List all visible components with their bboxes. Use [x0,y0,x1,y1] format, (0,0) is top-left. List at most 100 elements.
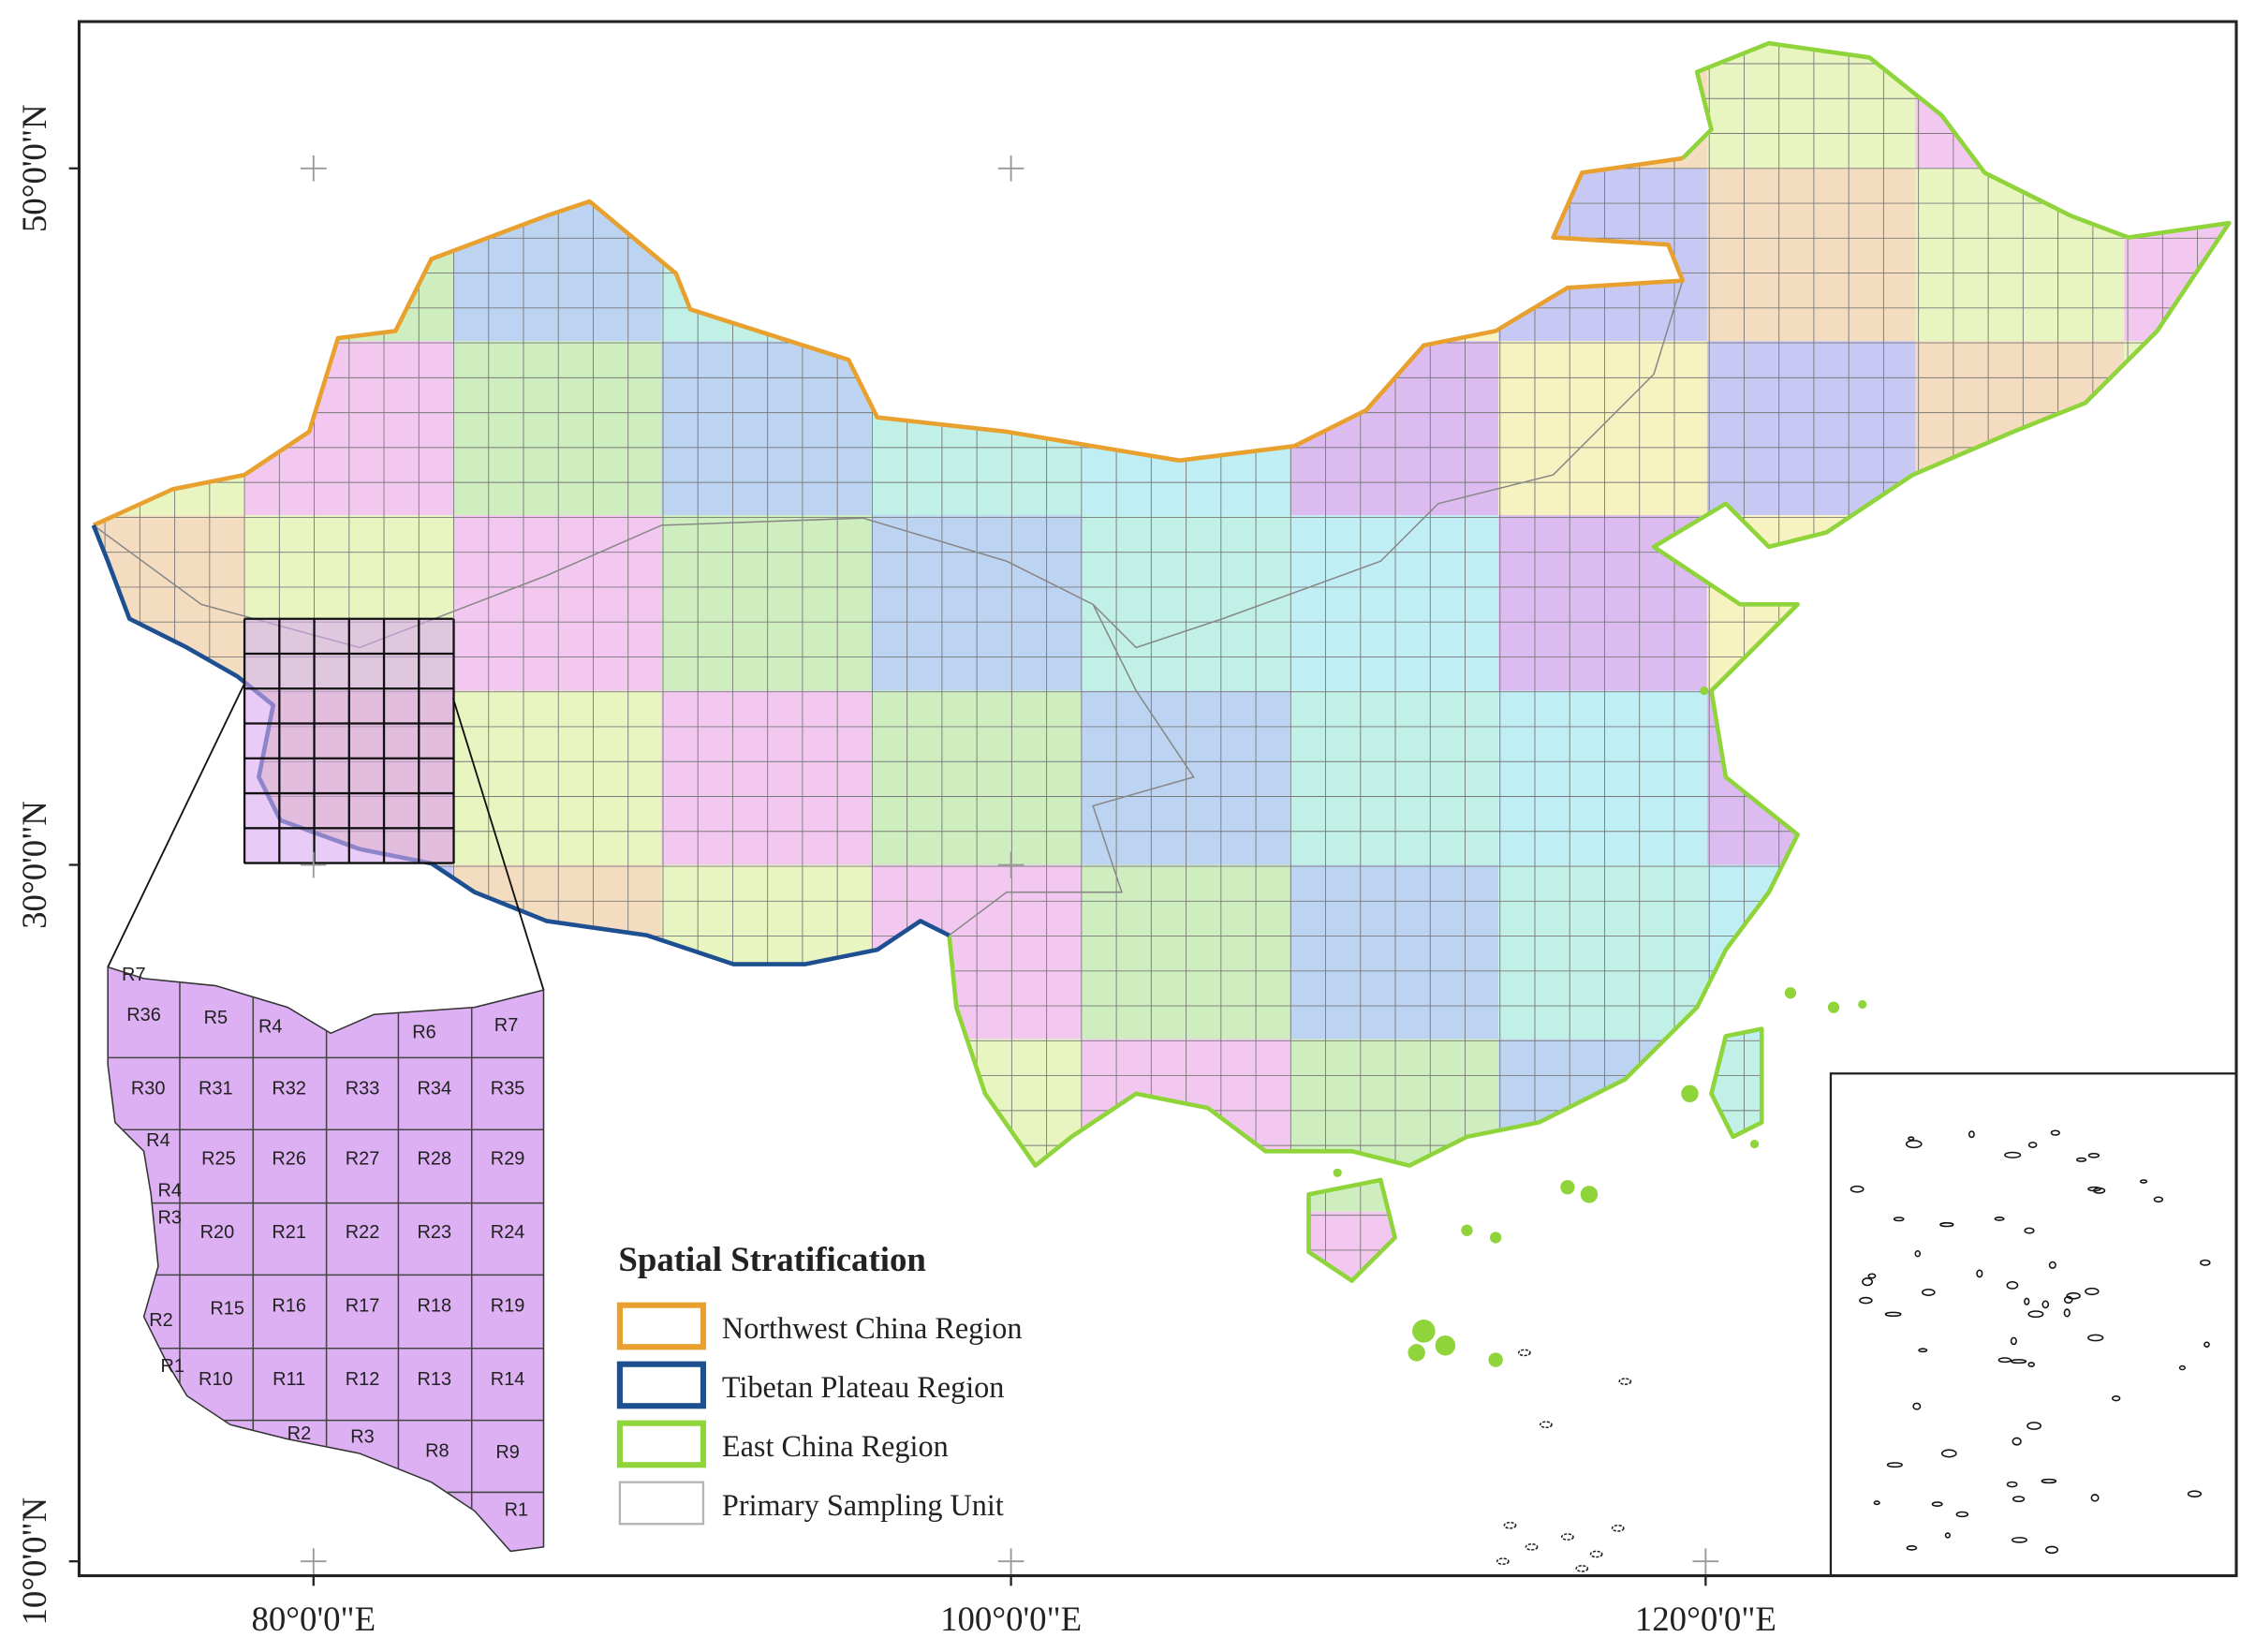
stratum-label: R18 [417,1295,451,1316]
stratum-label: R22 [346,1222,380,1243]
stratum-label: R8 [425,1441,450,1462]
stratum-label: R1 [161,1356,185,1377]
island [1784,987,1797,999]
stratum-label: R28 [417,1149,451,1170]
stratum-block [1706,168,1916,342]
scs-islet [1908,1136,1915,1142]
stratum-label: R15 [210,1299,244,1320]
scs-islet [2090,1494,2100,1502]
region-boundary [949,604,1195,937]
scs-islet [1867,1273,1877,1279]
island [1333,1168,1342,1177]
stratum-label: R14 [491,1369,525,1390]
scs-islet [1873,1500,1880,1506]
scs-islet [1939,1222,1954,1228]
scs-islet [1886,1462,1903,1468]
stratum-block [1706,341,1916,516]
stratum-label: R4 [258,1016,283,1037]
stratum-label: R4 [157,1181,182,1202]
scs-islet [1884,1311,1902,1318]
x-axis-label: 100°0'0"E [940,1600,1082,1638]
stratum-label: R2 [149,1310,173,1331]
islet [1525,1542,1539,1551]
scs-islet [2012,1437,2022,1446]
legend-swatch [618,1481,705,1526]
stratum-label: R20 [200,1222,235,1243]
stratum-label: R7 [494,1015,519,1036]
y-axis-label: 30°0'0"N [15,801,53,929]
scs-islet [2200,1259,2211,1266]
islet [1517,1349,1531,1357]
zoom-connector [451,697,545,991]
scs-inset [1829,1072,2238,1577]
stratum-label: R36 [126,1005,161,1025]
stratum-block [1498,341,1707,516]
y-axis-label: 50°0'0"N [15,104,53,232]
stratum-label: R26 [272,1149,306,1170]
x-axis-label: 80°0'0"E [251,1600,376,1638]
scs-islet [1906,1545,1918,1551]
island [1749,1139,1760,1149]
stratum-block [661,690,872,865]
stratum-label: R24 [491,1222,525,1243]
island [1435,1335,1456,1356]
scs-islet [2012,1496,2026,1503]
scs-islet [2041,1300,2050,1309]
stratum-block [1498,864,1707,1040]
scs-islet [2024,1227,2035,1234]
scs-islet [2153,1196,2164,1203]
stratum-label: R9 [495,1442,520,1463]
scs-islet [1997,1357,2012,1364]
stratum-label: R31 [199,1078,233,1099]
scs-islet [1976,1269,1983,1278]
scs-islet [2063,1308,2071,1318]
stratum-label: R17 [346,1295,380,1316]
islet [1503,1521,1517,1529]
scs-islet [1850,1185,1864,1193]
scs-islet [2178,1364,2187,1371]
scs-islet [2048,1261,2056,1269]
scs-islet [1912,1402,1922,1410]
scs-islet [1968,1130,1975,1139]
stratum-label: R7 [122,965,146,985]
legend-swatch [616,1302,707,1350]
stratum-label: R33 [346,1078,380,1099]
stratum-label: R5 [204,1008,228,1028]
scs-islet [1994,1217,2005,1221]
island [1461,1224,1473,1236]
legend-label: East China Region [722,1429,949,1463]
island [1858,999,1867,1010]
stratum-label: R3 [157,1208,182,1229]
scs-islet [1905,1140,1923,1149]
stratum-block [661,341,872,516]
stratum-block [1290,515,1499,691]
scs-islet [2087,1152,2100,1158]
map-frame [77,20,2238,1578]
islet [1496,1557,1510,1566]
islet [1575,1565,1589,1572]
axes-layer: 50°0'0"N 30°0'0"N 10°0'0"N 80°0'0"E 100°0'0"… [15,104,1776,1638]
scs-islet [1944,1532,1952,1539]
scs-islet [1914,1250,1922,1258]
islet [1618,1378,1632,1385]
stratum-block [1498,690,1707,865]
legend-swatch [616,1361,707,1409]
legend-swatch [616,1420,707,1468]
stratum-label: R29 [491,1149,525,1170]
legend-title: Spatial Stratification [618,1240,926,1278]
scs-islet [2010,1359,2027,1364]
stratum-label: R23 [417,1222,451,1243]
scs-islet [2187,1490,2203,1497]
scs-islet [1922,1288,1936,1296]
stratum-label: R11 [273,1369,305,1390]
scs-islet [2085,1287,2100,1296]
stratum-label: R12 [346,1369,380,1390]
scs-islet [1918,1348,1928,1353]
island [1412,1320,1436,1343]
stratum-label: R21 [272,1222,306,1243]
island [1560,1180,1575,1195]
island [1700,686,1709,696]
zoom-connector [107,683,245,967]
stratum-label: R35 [491,1078,525,1099]
